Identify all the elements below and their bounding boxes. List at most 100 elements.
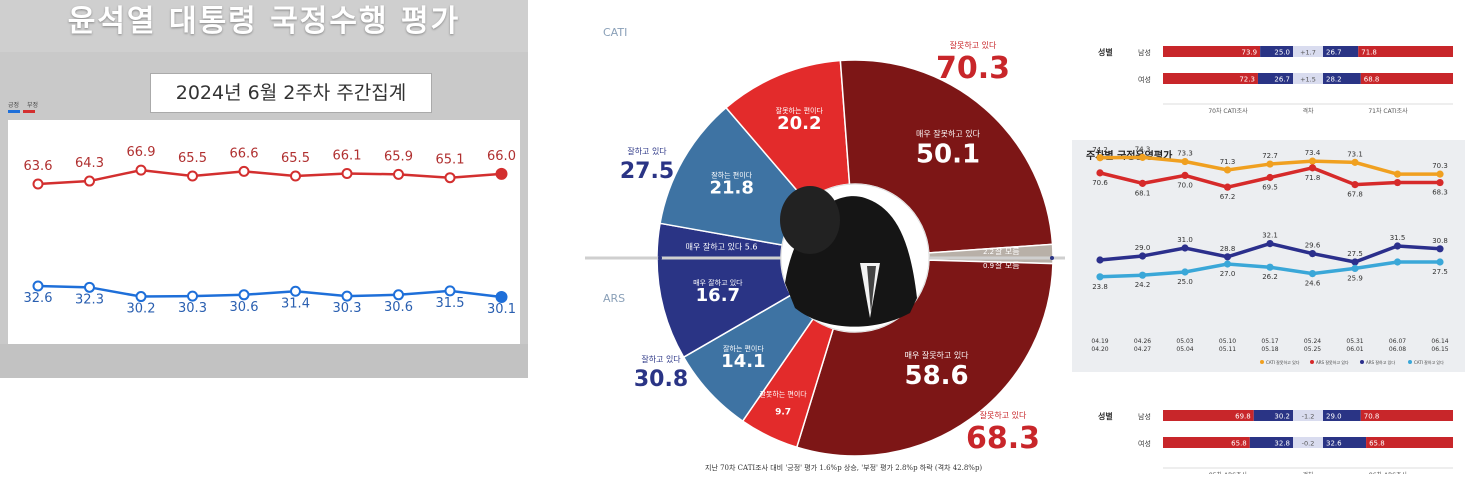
divider-dot [1050, 256, 1054, 260]
segment-label: 잘못하는 편이다 [759, 390, 807, 399]
left-data-label: 30.1 [487, 302, 516, 317]
trend-point [1223, 260, 1232, 268]
segment-value: 20.2 [777, 113, 821, 134]
trend-x-tick: 04.27 [1134, 346, 1151, 353]
trend-point [1351, 158, 1359, 166]
ars-dk-label: 잘 모름 [995, 261, 1020, 270]
table-row-label: 남성 [1138, 412, 1151, 421]
trend-point [1436, 170, 1444, 178]
trend-data-label: 70.3 [1432, 162, 1448, 170]
trend-data-label: 25.9 [1347, 274, 1363, 282]
left-data-label: 65.5 [178, 151, 207, 166]
left-point [444, 172, 456, 184]
trend-legend-label: ARS 잘못하고 있다 [1316, 359, 1349, 365]
trend-data-label: 73.1 [1347, 150, 1363, 158]
left-plot-area [8, 120, 520, 344]
trend-legend-label: CATI 잘못하고 있다 [1266, 359, 1300, 365]
ars-neg-total: 68.3 [966, 421, 1040, 456]
trend-data-label: 24.2 [1135, 281, 1151, 289]
left-data-label: 65.5 [281, 151, 310, 166]
trend-x-tick: 05.04 [1176, 346, 1193, 353]
bar-value: 26.7 [1274, 76, 1290, 84]
trend-point [1181, 157, 1189, 166]
cati-neg-total-label: 잘못하고 있다 [950, 40, 997, 50]
trend-point [1351, 258, 1359, 266]
bar-value: 70.8 [1364, 413, 1380, 421]
table-row-label: 남성 [1138, 48, 1151, 57]
trend-point [1096, 169, 1104, 177]
bar-neg [1358, 46, 1453, 57]
left-data-label: 31.5 [436, 296, 465, 311]
left-point [444, 285, 456, 297]
trend-point [1308, 157, 1317, 165]
left-point [393, 168, 404, 180]
left-legend: 긍정 부정 [8, 100, 38, 113]
trend-x-tick: 06.07 [1389, 338, 1406, 345]
ars-pos-total-label: 잘하고 있다 [641, 354, 681, 364]
left-data-label: 66.9 [127, 145, 156, 160]
trend-x-tick: 05.17 [1261, 338, 1278, 345]
bar-gap [1293, 410, 1323, 421]
trend-data-label: 72.7 [1262, 152, 1278, 160]
segment-value: 9.7 [775, 408, 791, 418]
trend-point [1436, 258, 1444, 266]
trend-point [1308, 250, 1317, 258]
bar-gap-value: -0.2 [1302, 440, 1315, 448]
left-point [495, 167, 508, 180]
cati-label: CATI [603, 26, 627, 39]
left-title: 윤석열 대통령 국정수행 평가 [0, 0, 528, 52]
trend-legend-swatch [1260, 360, 1264, 364]
trend-x-tick: 04.26 [1134, 338, 1151, 345]
trend-data-label: 27.5 [1432, 268, 1448, 276]
table-header: 성별 [1098, 411, 1113, 421]
trend-x-tick: 05.31 [1346, 338, 1363, 345]
trend-point [1436, 245, 1444, 253]
table-footer-label: 격차 [1302, 471, 1314, 474]
trend-data-label: 67.2 [1220, 193, 1236, 201]
left-point [187, 170, 198, 182]
bar-gap [1293, 437, 1323, 448]
trend-x-tick: 06.01 [1346, 346, 1363, 353]
ars-neg-total-label: 잘못하고 있다 [980, 410, 1027, 420]
trend-point [1096, 273, 1104, 281]
trend-legend-swatch [1360, 360, 1364, 364]
trend-data-label: 71.3 [1220, 158, 1236, 166]
trend-point [1223, 183, 1232, 191]
table-footer-label: 71차 CATI조사 [1368, 107, 1408, 115]
left-data-label: 32.6 [24, 291, 53, 306]
ars-label: ARS [603, 292, 625, 305]
bar-value: 28.2 [1326, 76, 1342, 84]
left-data-label: 63.6 [24, 159, 53, 174]
trend-data-label: 30.8 [1432, 237, 1448, 245]
cati-pos-total: 27.5 [620, 159, 674, 184]
left-data-label: 30.2 [127, 302, 156, 317]
trend-point [1096, 256, 1104, 264]
segment-value: 58.6 [904, 361, 968, 391]
left-data-label: 31.4 [281, 296, 310, 311]
trend-data-label: 67.8 [1347, 191, 1363, 199]
bar-neg [1366, 437, 1453, 448]
divider-dot [658, 256, 662, 260]
trend-point [1138, 179, 1147, 187]
trend-data-label: 74.3 [1135, 145, 1151, 153]
trend-data-label: 31.0 [1177, 236, 1193, 244]
bar-value: 25.0 [1274, 49, 1290, 57]
bar-neg [1360, 410, 1453, 421]
trend-data-label: 31.5 [1390, 234, 1406, 242]
trend-point [1096, 154, 1104, 162]
bar-value: 32.8 [1274, 440, 1290, 448]
center-portrait-figure [780, 186, 917, 327]
trend-point [1393, 258, 1402, 266]
trend-point [1138, 153, 1147, 161]
trend-legend-swatch [1408, 360, 1412, 364]
bar-gap-value: -1.2 [1302, 413, 1315, 421]
trend-x-tick: 05.11 [1219, 346, 1236, 353]
cati-dk-value: 2.2 [983, 248, 994, 256]
trend-point [1223, 166, 1232, 174]
bar-value: 68.8 [1364, 76, 1380, 84]
trend-point [1266, 173, 1274, 182]
trend-point [1266, 240, 1274, 248]
left-point [32, 178, 44, 190]
trend-box: 주차별 국정운영평가 74.2 74.3 73.3 71.3 72.7 73.4 73.1 7… [1072, 140, 1465, 372]
trend-data-label: 27.5 [1347, 250, 1363, 258]
